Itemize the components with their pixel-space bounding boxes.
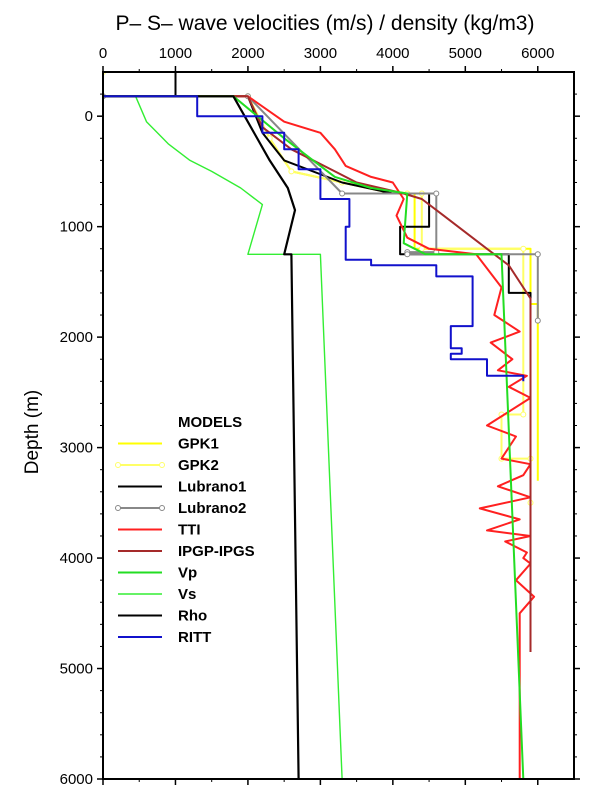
legend-label-lubrano2: Lubrano2 [178,500,246,517]
y-tick-label: 0 [85,108,93,125]
x-tick-label: 2000 [231,45,264,62]
series-line-gpk2 [103,72,532,503]
legend-label-lubrano1: Lubrano1 [178,479,246,496]
series-point-gpk2 [520,411,527,418]
legend: MODELS GPK1 GPK2 Lubrano1 Lubrano2 TTI IPGP-IP… [115,414,255,646]
series-layer [103,72,541,779]
legend-label-ritt: RITT [178,629,211,646]
series-point-gpk2 [520,245,527,252]
series-point-lubrano2 [433,190,440,197]
legend-label-ipgp-ipgs: IPGP-IPGS [178,543,255,560]
series-point-lubrano2 [339,190,346,197]
x-tick-label: 4000 [376,45,409,62]
series-line-ritt [103,72,525,382]
x-tick-label: 0 [99,45,107,62]
legend-marker-lubrano2 [159,505,165,511]
x-tick-label: 5000 [449,45,482,62]
x-tick-label: 6000 [521,45,554,62]
y-tick-label: 2000 [60,329,93,346]
series-line-rho [103,95,300,779]
legend-label-vs: Vs [178,586,196,603]
x-tick-label: 3000 [304,45,337,62]
legend-marker-lubrano2 [115,505,121,511]
legend-marker-gpk2 [115,462,121,468]
series-line-tti [103,72,536,779]
y-tick-label: 1000 [60,219,93,236]
series-point-lubrano2 [534,251,541,258]
legend-label-tti: TTI [178,522,201,539]
chart-title: P– S– wave velocities (m/s) / density (k… [116,12,535,35]
legend-label-vp: Vp [178,565,197,582]
legend-label-rho: Rho [178,608,207,625]
y-tick-label: 6000 [60,771,93,787]
legend-label-gpk2: GPK2 [178,457,219,474]
legend-title: MODELS [178,414,242,431]
series-line-vp [103,72,525,779]
series-point-gpk2 [288,168,295,175]
axis-layer: 0 1000 2000 3000 4000 5000 6000 0 1000 2000 3000 40… [60,45,580,788]
legend-marker-gpk2 [159,462,165,468]
series-line-vs [103,95,343,779]
y-tick-label: 5000 [60,661,93,678]
series-point-lubrano2 [404,251,411,258]
legend-label-gpk1: GPK1 [178,436,219,453]
series-point-lubrano2 [534,317,541,324]
y-tick-label: 4000 [60,550,93,567]
series-line-lubrano1 [174,72,532,652]
x-tick-label: 1000 [159,45,192,62]
series-line-ipgp-ipgs [103,95,532,652]
y-tick-label: 3000 [60,440,93,457]
y-axis-label: Depth (m) [22,390,43,474]
